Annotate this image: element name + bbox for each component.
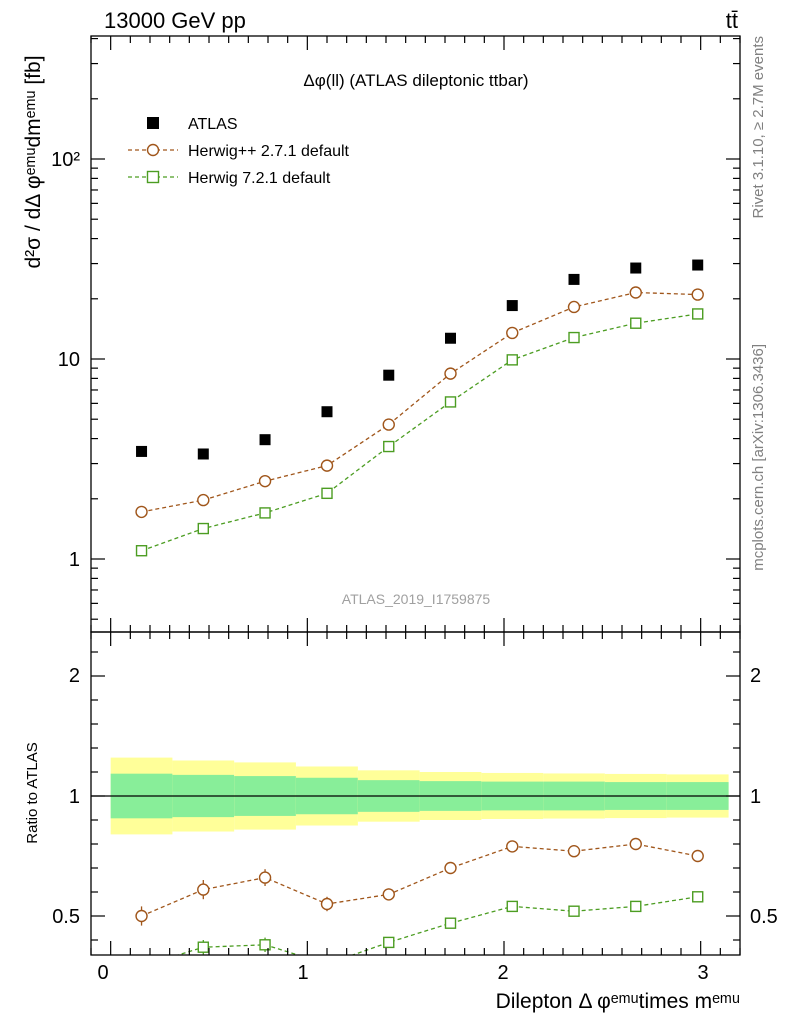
x-tick-label-2: 2 xyxy=(497,962,508,984)
herwigpp-data-point xyxy=(135,505,148,519)
ratio-herwig7-point xyxy=(444,917,457,929)
herwigpp-data-point xyxy=(320,459,334,472)
main-y-axis-label: d²σ / dΔ φᵉᵐᵘdmᵉᵐᵘ [fb] xyxy=(22,55,45,268)
atlas-data-point xyxy=(321,406,333,418)
main-y-tick-labels: 1 10 10² xyxy=(51,149,80,571)
ratio-herwig7-point xyxy=(506,900,518,913)
herwigpp-data-point xyxy=(444,367,457,380)
atlas-data-point xyxy=(136,445,148,457)
ratio-herwig7-point xyxy=(197,941,209,953)
chart-title: Δφ(ll) (ATLAS dileptonic ttbar) xyxy=(303,71,528,90)
atlas-data-point xyxy=(692,259,704,271)
main-series-line xyxy=(141,291,698,513)
ratio-herwig7-point xyxy=(259,939,271,951)
herwigpp-data-point xyxy=(258,474,272,488)
herwig7-data-point xyxy=(135,545,148,557)
ratio-y-tick-label-0.5-right: 0.5 xyxy=(750,906,778,928)
herwig7-data-point xyxy=(630,317,642,329)
ratio-herwigpp-point xyxy=(629,837,642,851)
legend-marker-herwigpp xyxy=(146,143,160,157)
ratio-herwigpp-point xyxy=(506,840,519,853)
herwig7-data-point xyxy=(383,440,395,453)
mcplots-label: mcplots.cern.ch [arXiv:1306.3436] xyxy=(750,344,767,571)
ratio-y-tick-labels: 0.5 1 2 0.5 1 2 xyxy=(52,665,778,928)
ratio-y-tick-label-1-left: 1 xyxy=(69,786,80,808)
herwig7-data-point xyxy=(506,354,518,366)
ratio-frame xyxy=(90,631,741,956)
herwigpp-data-point xyxy=(629,286,642,299)
x-tick-label-1: 1 xyxy=(297,962,308,984)
herwig7-data-point xyxy=(568,331,580,344)
herwig7-data-point xyxy=(444,396,457,408)
legend: ATLAS Herwig++ 2.7.1 default Herwig 7.2.… xyxy=(128,116,350,187)
ratio-herwigpp-point xyxy=(258,871,272,884)
ratio-panel: 0.5 1 2 0.5 1 2 0 1 2 3 Ratio to ATLAS D… xyxy=(24,631,778,1013)
ratio-ticks xyxy=(90,632,741,955)
atlas-data-point xyxy=(383,369,395,381)
herwig7-data-point xyxy=(692,308,704,320)
herwig7-data-point xyxy=(321,487,333,500)
ratio-herwig7-point xyxy=(630,900,642,913)
herwigpp-data-point xyxy=(506,326,519,340)
x-tick-labels: 0 1 2 3 xyxy=(97,962,708,984)
ratio-herwigpp-point xyxy=(444,861,457,875)
rivet-label: Rivet 3.1.10, ≥ 2.7M events xyxy=(750,36,767,219)
legend-marker-atlas xyxy=(147,117,159,129)
ratio-y-axis-label: Ratio to ATLAS xyxy=(24,742,41,843)
ratio-herwigpp-point xyxy=(197,883,210,896)
ratio-herwig7-point xyxy=(568,905,580,917)
herwig7-data-point xyxy=(197,522,209,535)
atlas-data-point xyxy=(259,434,271,446)
ratio-herwigpp-point xyxy=(135,909,148,923)
main-panel: 1 10 10² d²σ / dΔ φᵉᵐᵘdmᵉᵐᵘ [fb] Δφ(ll) … xyxy=(22,35,741,633)
y-tick-label-100: 10² xyxy=(51,149,80,171)
ratio-y-tick-label-0.5-left: 0.5 xyxy=(52,906,80,928)
ratio-series-line xyxy=(141,843,698,917)
atlas-data-point xyxy=(568,273,580,285)
ratio-herwigpp-point xyxy=(382,888,395,901)
process-label: tt̄ xyxy=(726,8,738,33)
ratio-series-layer xyxy=(135,837,704,971)
legend-marker-herwig7 xyxy=(146,170,160,184)
main-y-ticks xyxy=(90,36,741,632)
ratio-herwig7-point xyxy=(383,936,395,949)
herwig7-data-point xyxy=(259,507,271,519)
main-series-layer xyxy=(135,259,704,557)
herwigpp-data-point xyxy=(567,300,581,314)
y-tick-label-1: 1 xyxy=(69,549,80,571)
ratio-y-tick-label-2-left: 2 xyxy=(69,665,80,687)
ratio-herwigpp-point xyxy=(567,845,581,858)
ratio-herwig7-point xyxy=(137,961,147,971)
legend-label-atlas: ATLAS xyxy=(188,116,238,133)
x-tick-label-0: 0 xyxy=(97,962,108,984)
ratio-herwig7-point xyxy=(692,891,704,903)
legend-label-herwig7: Herwig 7.2.1 default xyxy=(188,170,331,187)
herwigpp-data-point xyxy=(382,418,395,431)
ratio-series-line xyxy=(176,896,698,955)
atlas-data-point xyxy=(445,332,457,344)
ratio-y-tick-label-2-right: 2 xyxy=(750,665,761,687)
y-tick-label-10: 10 xyxy=(58,349,80,371)
main-series-line xyxy=(141,313,698,552)
atlas-data-point xyxy=(630,262,642,274)
x-tick-label-3: 3 xyxy=(697,962,708,984)
x-axis-label: Dilepton Δ φᵉᵐᵘtimes mᵉᵐᵘ xyxy=(496,990,740,1013)
energy-label: 13000 GeV pp xyxy=(104,8,246,33)
atlas-data-point xyxy=(197,448,209,460)
ratio-herwigpp-point xyxy=(691,849,704,863)
herwigpp-data-point xyxy=(691,288,704,301)
ratio-y-tick-label-1-right: 1 xyxy=(750,786,761,808)
ratio-herwigpp-point xyxy=(320,897,334,911)
legend-label-herwigpp: Herwig++ 2.7.1 default xyxy=(188,143,350,160)
analysis-watermark: ATLAS_2019_I1759875 xyxy=(342,591,491,607)
herwigpp-data-point xyxy=(197,493,210,507)
atlas-data-point xyxy=(506,300,518,312)
ratio-herwig7-point xyxy=(322,959,332,969)
